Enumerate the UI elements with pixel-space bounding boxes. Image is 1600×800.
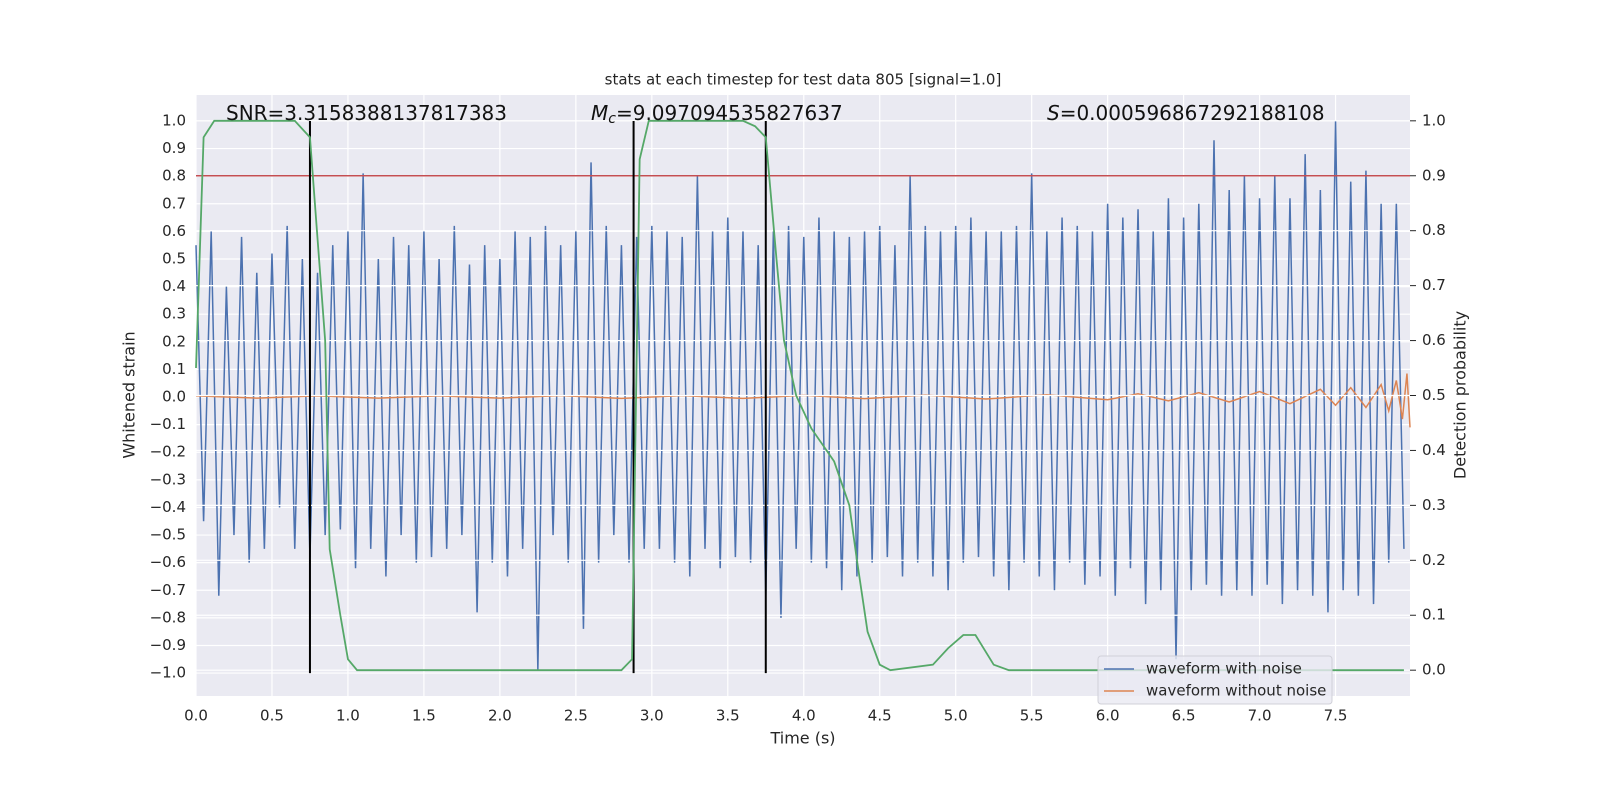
x-tick-label: 3.0 <box>640 707 664 725</box>
y2-tick-label: 0.8 <box>1422 221 1446 239</box>
y-tick-label: 0.5 <box>162 249 186 267</box>
y-tick-label: 0.6 <box>162 222 186 240</box>
x-tick-label: 4.0 <box>792 707 816 725</box>
x-tick-label: 1.5 <box>412 707 436 725</box>
legend: waveform with noise waveform without nois… <box>1097 655 1333 705</box>
x-tick-label: 6.0 <box>1096 707 1120 725</box>
y-tick-label: 0.3 <box>162 305 186 323</box>
y-tick-label: 0.8 <box>162 167 186 185</box>
annotation: SNR=3.3158388137817383 <box>226 101 507 125</box>
x-tick-label: 5.0 <box>944 707 968 725</box>
x-tick-label: 7.5 <box>1324 707 1348 725</box>
y-tick-label: 0.9 <box>162 139 186 157</box>
y-tick-label: −1.0 <box>150 664 186 682</box>
legend-label: waveform with noise <box>1146 660 1302 678</box>
x-tick-label: 7.0 <box>1248 707 1272 725</box>
y-tick-label: 0.7 <box>162 194 186 212</box>
x-tick-label: 3.5 <box>716 707 740 725</box>
x-tick-label: 1.0 <box>336 707 360 725</box>
y-tick-label: −0.1 <box>150 415 186 433</box>
y-tick-label: −0.5 <box>150 526 186 544</box>
y2-tick-label: 0.6 <box>1422 331 1446 349</box>
annotation-text: SNR=3.3158388137817383 <box>226 101 507 125</box>
annotation: S=0.000596867292188108 <box>1047 101 1325 125</box>
probability-line <box>195 119 1404 672</box>
y2-tick-label: 0.2 <box>1422 551 1446 569</box>
y-tick-label: −0.8 <box>150 608 186 626</box>
y-tick-label: 1.0 <box>162 111 186 129</box>
x-tick-label: 2.0 <box>488 707 512 725</box>
x-tick-label: 5.5 <box>1020 707 1044 725</box>
y-tick-label: −0.3 <box>150 470 186 488</box>
y2-tick-label: 0.1 <box>1422 606 1446 624</box>
x-tick-label: 0.0 <box>184 707 208 725</box>
annotation-subscript: c <box>608 111 616 127</box>
x-axis-label: Time (s) <box>769 729 835 748</box>
annotation-symbol: M <box>591 101 608 125</box>
y-tick-label: 0.1 <box>162 360 186 378</box>
y-tick-label: 0.4 <box>162 277 186 295</box>
y-tick-label: −0.7 <box>150 581 186 599</box>
annotation-text: =0.000596867292188108 <box>1060 101 1325 125</box>
x-tick-label: 2.5 <box>564 707 588 725</box>
y-tick-label: −0.9 <box>150 636 186 654</box>
y2-tick-label: 0.0 <box>1422 661 1446 679</box>
legend-label: waveform without noise <box>1146 682 1326 700</box>
y-tick-label: −0.2 <box>150 443 186 461</box>
y-tick-label: −0.4 <box>150 498 186 516</box>
annotation: Mc=9.097094535827637 <box>591 101 843 128</box>
y-tick-label: 0.0 <box>162 388 186 406</box>
y2-tick-label: 0.4 <box>1422 441 1446 459</box>
y2-tick-label: 0.7 <box>1422 276 1446 294</box>
annotation-symbol: S <box>1047 101 1060 125</box>
y2-tick-label: 0.9 <box>1422 166 1446 184</box>
y-tick-label: −0.6 <box>150 553 186 571</box>
x-tick-label: 6.5 <box>1172 707 1196 725</box>
y2-tick-label: 0.5 <box>1422 386 1446 404</box>
y2-tick-label: 1.0 <box>1422 111 1446 129</box>
y2-tick-label: 0.3 <box>1422 496 1446 514</box>
series-line <box>195 373 1411 428</box>
y2-axis-label: Detection probability <box>1451 311 1470 479</box>
annotation-text: =9.097094535827637 <box>616 101 843 125</box>
legend-box <box>1097 655 1333 705</box>
y-tick-label: 0.2 <box>162 332 186 350</box>
chart-title: stats at each timestep for test data 805… <box>605 71 1002 89</box>
x-tick-label: 0.5 <box>260 707 284 725</box>
y-axis-label: Whitened strain <box>120 331 139 458</box>
x-tick-label: 4.5 <box>868 707 892 725</box>
